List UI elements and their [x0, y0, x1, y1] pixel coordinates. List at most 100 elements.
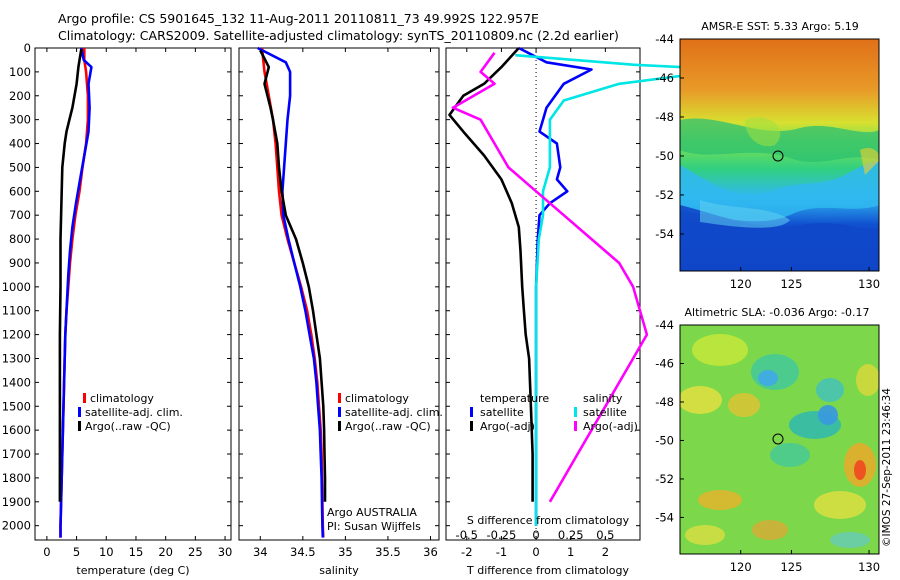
x-tick-label: 30 [218, 545, 233, 559]
y-tick-label: 300 [9, 113, 31, 127]
sst-map-frame [679, 38, 880, 272]
figure-title-line2: Climatology: CARS2009. Satellite-adjuste… [58, 28, 619, 43]
figure-title-line1: Argo profile: CS 5901645_132 11-Aug-2011… [58, 11, 539, 26]
legend-title-temperature: temperature [480, 392, 549, 405]
map-y-tick-label: -54 [655, 227, 674, 241]
y-tick-label: 1000 [2, 280, 31, 294]
pi-label: PI: Susan Wijffels [327, 520, 421, 533]
legend-swatch-argo [78, 421, 81, 431]
temperature-axes [34, 47, 232, 541]
map-y-tick-label: -52 [655, 472, 674, 486]
s-tick-label: 0 [532, 528, 539, 542]
difference-ticks: -2 -1 0 1 2 -0.5 -0.25 0 0.25 0.5 [446, 47, 640, 559]
legend-swatch-argo [338, 421, 341, 431]
y-tick-label: 200 [9, 89, 31, 103]
sst-map-ticks: 120 125 130 -44 -46 -48 -50 -52 -54 [655, 32, 880, 291]
map-y-tick-label: -50 [655, 149, 674, 163]
s-tick-label: -0.5 [456, 528, 478, 542]
x-tick-label: 34 [253, 545, 268, 559]
legend-label: satellite-adj. clim. [85, 406, 183, 419]
sla-map-frame [679, 324, 880, 555]
y-tick-label: 100 [9, 65, 31, 79]
x-tick-label: 0 [43, 545, 50, 559]
temperature-series [58, 47, 93, 538]
argo-position-marker [772, 150, 784, 162]
y-tick-label: 1700 [2, 447, 31, 461]
x-tick-label: 1 [567, 545, 574, 559]
x-tick-label: 35.5 [375, 545, 401, 559]
y-tick-label: 1900 [2, 495, 31, 509]
series-line-argo-raw-qc- [58, 48, 83, 502]
map-y-tick-label: -52 [655, 188, 674, 202]
y-tick-label: 400 [9, 137, 31, 151]
x-tick-label: -1 [496, 545, 507, 559]
legend-swatch-clim [83, 393, 86, 403]
sla-map-ticks: 120 125 130 -44 -46 -48 -50 -52 -54 [655, 318, 880, 574]
legend-label: Argo(-adj) [583, 420, 638, 433]
legend-swatch-sat [338, 407, 341, 417]
x-tick-label: 5 [73, 545, 80, 559]
x-tick-label: 35 [338, 545, 353, 559]
y-tick-label: 1600 [2, 423, 31, 437]
map-y-tick-label: -50 [655, 433, 674, 447]
series-line-argo-raw-qc- [259, 49, 327, 502]
series-line-satellite-adj-clim- [59, 47, 93, 538]
salinity-xlabel: salinity [319, 564, 359, 577]
map-y-tick-label: -46 [655, 356, 674, 370]
legend-label: Argo(-adj) [480, 420, 535, 433]
temperature-ticks: 0100200300400500600700800900100011001200… [2, 41, 233, 559]
s-tick-label: 0.5 [596, 528, 614, 542]
legend-label: climatology [345, 392, 409, 405]
s-tick-label: -0.25 [487, 528, 517, 542]
legend-label: satellite-adj. clim. [345, 406, 443, 419]
y-tick-label: 800 [9, 232, 31, 246]
series-line-satellite [518, 46, 593, 526]
series-line-climatology [59, 48, 90, 538]
legend-swatch-sal-sat [574, 407, 577, 417]
y-tick-label: 1500 [2, 399, 31, 413]
legend-label: Argo(..raw -QC) [345, 420, 431, 433]
y-tick-label: 500 [9, 160, 31, 174]
x-tick-label: 2 [602, 545, 609, 559]
series-line-climatology [260, 47, 325, 538]
x-tick-label: 34.5 [290, 545, 316, 559]
y-tick-label: 2000 [2, 519, 31, 533]
sla-map-image [680, 325, 879, 554]
salinity-axes [238, 47, 440, 541]
map-y-tick-label: -44 [655, 318, 674, 332]
legend-label: satellite [583, 406, 627, 419]
salinity-ticks: 34 34.5 35 35.5 36 [239, 47, 439, 559]
x-tick-label: 10 [99, 545, 114, 559]
legend-label: climatology [90, 392, 154, 405]
diff-xlabel: T difference from climatology [466, 564, 629, 577]
y-tick-label: 900 [9, 256, 31, 270]
map-x-tick-label: 120 [730, 277, 752, 291]
series-line-satellite-adj-clim- [257, 46, 325, 538]
map-x-tick-label: 125 [780, 277, 802, 291]
map-x-tick-label: 125 [780, 560, 802, 574]
y-tick-label: 0 [24, 41, 31, 55]
y-tick-label: 1800 [2, 471, 31, 485]
legend-title-salinity: salinity [583, 392, 623, 405]
salinity-series [257, 46, 327, 538]
legend-swatch-clim [338, 393, 341, 403]
y-tick-label: 1100 [2, 304, 31, 318]
difference-axes [445, 47, 641, 541]
temperature-legend: climatology satellite-adj. clim. Argo(..… [78, 392, 183, 433]
x-tick-label: 15 [129, 545, 144, 559]
legend-swatch-temp-sat [470, 407, 473, 417]
legend-swatch-temp-argo [470, 421, 473, 431]
argo-program-label: Argo AUSTRALIA [327, 506, 417, 519]
map-y-tick-label: -46 [655, 71, 674, 85]
temperature-xlabel: temperature (deg C) [76, 564, 189, 577]
salinity-legend: climatology satellite-adj. clim. Argo(..… [327, 392, 443, 533]
x-tick-label: -2 [461, 545, 472, 559]
map-x-tick-label: 130 [858, 560, 880, 574]
s-tick-label: 0.25 [558, 528, 584, 542]
x-tick-label: 36 [423, 545, 438, 559]
y-tick-label: 1200 [2, 328, 31, 342]
difference-legend: temperature salinity satellite Argo(-adj… [470, 392, 638, 433]
map-y-tick-label: -54 [655, 510, 674, 524]
legend-swatch-sal-argo [574, 421, 577, 431]
